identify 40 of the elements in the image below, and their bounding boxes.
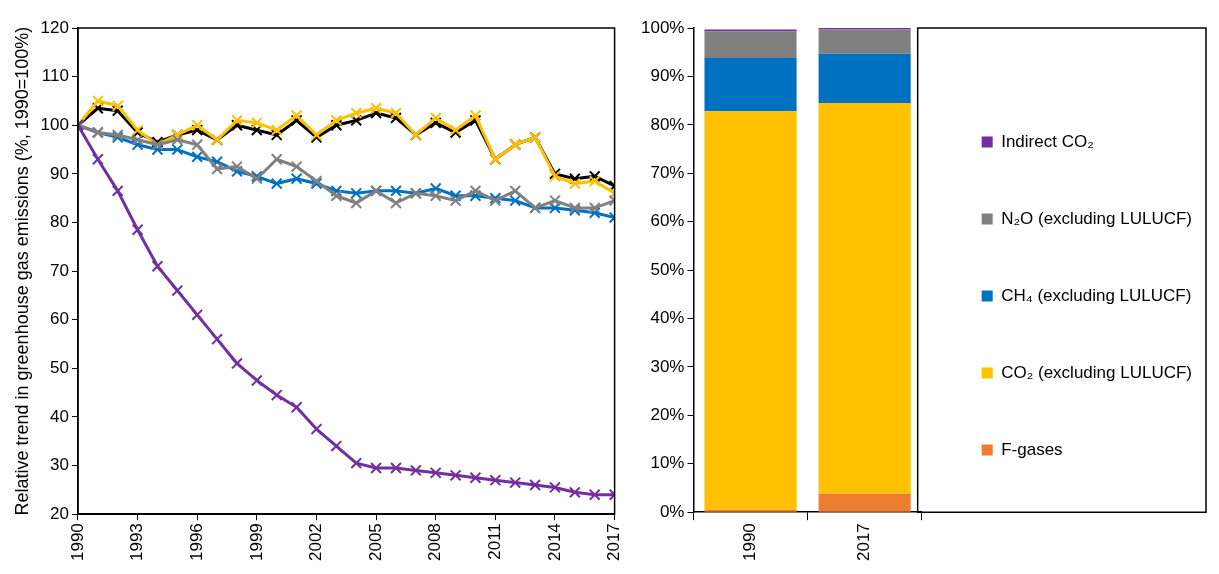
y-tick-label: 50% bbox=[650, 259, 685, 279]
y-tick-label: 70% bbox=[650, 162, 685, 182]
x-tick-label: 2002 bbox=[306, 523, 326, 562]
y-tick-label: 100 bbox=[40, 114, 69, 134]
legend-label: F-gases bbox=[1001, 439, 1063, 459]
y-tick-label: 120 bbox=[40, 17, 69, 37]
legend-label: Indirect CO₂ bbox=[1001, 131, 1094, 151]
y-tick-label: 60% bbox=[650, 211, 685, 231]
x-tick-label: 1996 bbox=[186, 523, 206, 562]
y-tick-label: 10% bbox=[650, 453, 685, 473]
x-tick-label: 2008 bbox=[425, 523, 445, 562]
y-tick-label: 60 bbox=[50, 309, 69, 329]
y-tick-label: 80 bbox=[50, 212, 69, 232]
y-tick-label: 30 bbox=[50, 455, 69, 475]
y-tick-label: 20 bbox=[50, 503, 69, 523]
x-tick-label: 1993 bbox=[127, 523, 147, 562]
y-tick-label: 50 bbox=[50, 358, 69, 378]
legend-label: CH₄ (excluding LULUCF) bbox=[1001, 285, 1192, 305]
x-tick-label: 2017 bbox=[604, 523, 624, 562]
x-tick-label: 1990 bbox=[67, 523, 87, 562]
y-tick-label: 20% bbox=[650, 405, 685, 425]
y-tick-label: 90 bbox=[50, 163, 69, 183]
y-tick-label: 80% bbox=[650, 114, 685, 134]
x-tick-label: 1999 bbox=[246, 523, 266, 562]
x-tick-label: 2011 bbox=[485, 523, 505, 560]
y-tick-label: 40 bbox=[50, 406, 69, 426]
y-tick-label: 0% bbox=[659, 501, 685, 521]
y-tick-label: 110 bbox=[41, 66, 69, 86]
x-tick-label: 2005 bbox=[365, 523, 385, 562]
x-tick-label: 2017 bbox=[854, 523, 874, 562]
y-tick-label: 100% bbox=[641, 17, 685, 37]
y-tick-label: 70 bbox=[50, 260, 69, 280]
x-tick-label: 2014 bbox=[544, 523, 564, 562]
y-axis-title: Relative trend in greenhouse gas emissions (%, 1990=100%) bbox=[11, 26, 32, 516]
legend-label: CO₂ (excluding LULUCF) bbox=[1001, 362, 1193, 382]
legend-label: N₂O (excluding LULUCF) bbox=[1001, 208, 1193, 228]
y-tick-label: 30% bbox=[650, 356, 685, 376]
x-tick-label: 1990 bbox=[740, 523, 760, 562]
y-tick-label: 40% bbox=[650, 308, 685, 328]
y-tick-label: 90% bbox=[650, 66, 685, 86]
